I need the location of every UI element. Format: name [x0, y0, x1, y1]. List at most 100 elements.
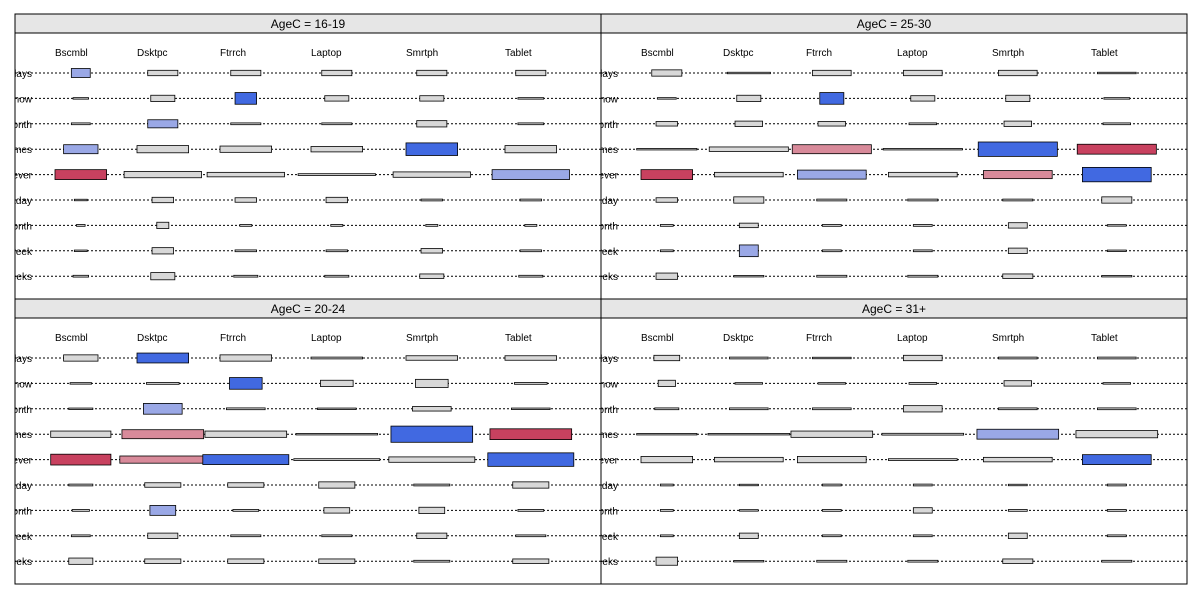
cell-bar	[816, 274, 848, 278]
column-label: Tablet	[505, 48, 532, 59]
panel-title: AgeC = 16-19	[271, 17, 346, 31]
cell-bar	[204, 430, 288, 438]
cell-bar	[310, 146, 363, 153]
row-label: Multipletimes	[0, 430, 32, 441]
cell-bar	[511, 407, 551, 410]
row-label: Onceaweek	[0, 247, 33, 258]
cell-bar	[714, 171, 784, 178]
cell-bar	[653, 354, 681, 362]
cell-bar	[136, 145, 189, 154]
cell-bar	[1075, 430, 1159, 439]
cell-bar	[983, 170, 1053, 180]
panel-3: AgeC = 20-24 Bscmbl Dsktpc Ftrrch Laptop Smrt…	[0, 298, 602, 585]
cell-bar	[121, 429, 205, 440]
cell-bar	[888, 458, 958, 461]
cell-bar	[903, 405, 943, 413]
cell-bar	[1005, 94, 1031, 102]
cell-bar	[1007, 532, 1028, 539]
cell-bar	[73, 198, 88, 202]
cell-bar	[150, 94, 176, 102]
cell-bar	[239, 224, 253, 227]
panel-body: Bscmbl Dsktpc Ftrrch Laptop Smrtph Tablet Ever…	[0, 333, 601, 568]
cell-bar	[733, 275, 765, 278]
cell-bar	[392, 171, 471, 178]
cell-bar	[912, 507, 933, 514]
cell-bar	[1102, 122, 1131, 126]
cell-bar	[425, 224, 439, 227]
cell-bar	[232, 509, 260, 512]
column-label: Smrtph	[992, 48, 1024, 59]
cell-bar	[230, 122, 262, 126]
cell-bar	[729, 356, 769, 360]
cell-bar	[69, 382, 92, 385]
cell-bar	[651, 69, 683, 77]
cell-bar	[726, 71, 771, 75]
row-label: Never	[5, 171, 32, 182]
cell-bar	[325, 196, 348, 204]
column-label: Laptop	[311, 333, 342, 344]
panel-title: AgeC = 31+	[862, 302, 926, 316]
cell-bar	[817, 121, 846, 127]
cell-bar	[907, 274, 939, 278]
cell-bar	[821, 509, 842, 512]
row-label: Onceeveryfewweeks	[0, 272, 32, 283]
cell-bar	[912, 249, 933, 253]
cell-bar	[821, 534, 842, 538]
cell-bar	[412, 406, 452, 412]
row-label: Everyfewdays	[556, 69, 618, 80]
column-label: Dsktpc	[723, 48, 754, 59]
cell-bar	[297, 173, 376, 176]
panel-title: AgeC = 20-24	[271, 302, 346, 316]
cell-bar	[908, 382, 937, 385]
panel-frame	[14, 13, 602, 300]
cell-bar	[515, 534, 547, 538]
cell-bar	[518, 274, 544, 278]
cell-bar	[1101, 196, 1133, 204]
column-label: Bscmbl	[55, 333, 88, 344]
cell-bar	[147, 69, 179, 77]
panel-title: AgeC = 25-30	[857, 17, 932, 31]
cell-bar	[419, 95, 445, 102]
cell-bar	[640, 456, 693, 464]
row-label: Idontknow	[572, 379, 618, 390]
row-label: Never	[591, 171, 618, 182]
cell-bar	[71, 509, 90, 512]
cell-bar	[72, 274, 89, 278]
cell-bar	[1076, 143, 1157, 155]
column-label: Ftrrch	[220, 48, 246, 59]
cell-bar	[519, 198, 542, 202]
cell-bar	[318, 558, 356, 564]
cell-bar	[1106, 509, 1127, 512]
cell-bar	[821, 483, 842, 487]
cell-bar	[1097, 356, 1137, 360]
column-label: Bscmbl	[641, 333, 674, 344]
cell-bar	[1101, 275, 1133, 278]
cell-bar	[983, 456, 1053, 463]
cell-bar	[324, 95, 350, 102]
row-label: Multipletimes	[560, 430, 618, 441]
cell-bar	[797, 169, 867, 180]
cell-bar	[405, 355, 458, 361]
cell-bar	[63, 144, 99, 155]
cell-bar	[1003, 120, 1032, 127]
cell-bar	[323, 507, 351, 514]
column-label: Ftrrch	[806, 333, 832, 344]
cell-bar	[819, 92, 845, 105]
cell-bar	[738, 483, 759, 487]
panel-frame	[600, 13, 1188, 300]
cell-bar	[320, 379, 354, 387]
row-label: Idontknow	[0, 379, 33, 390]
row-label: Onceaday	[572, 481, 618, 492]
cell-bar	[420, 248, 443, 254]
cell-bar	[50, 430, 112, 438]
row-label: Onceamonth	[0, 506, 32, 517]
cell-bar	[70, 122, 91, 126]
column-label: Bscmbl	[641, 48, 674, 59]
cell-bar	[415, 378, 449, 388]
cell-bar	[659, 249, 674, 253]
cell-bar	[413, 559, 451, 563]
cell-bar	[821, 249, 842, 253]
row-label: Lessthanoncemonth	[528, 405, 618, 416]
cell-bar	[504, 145, 557, 154]
cell-bar	[1102, 382, 1131, 385]
